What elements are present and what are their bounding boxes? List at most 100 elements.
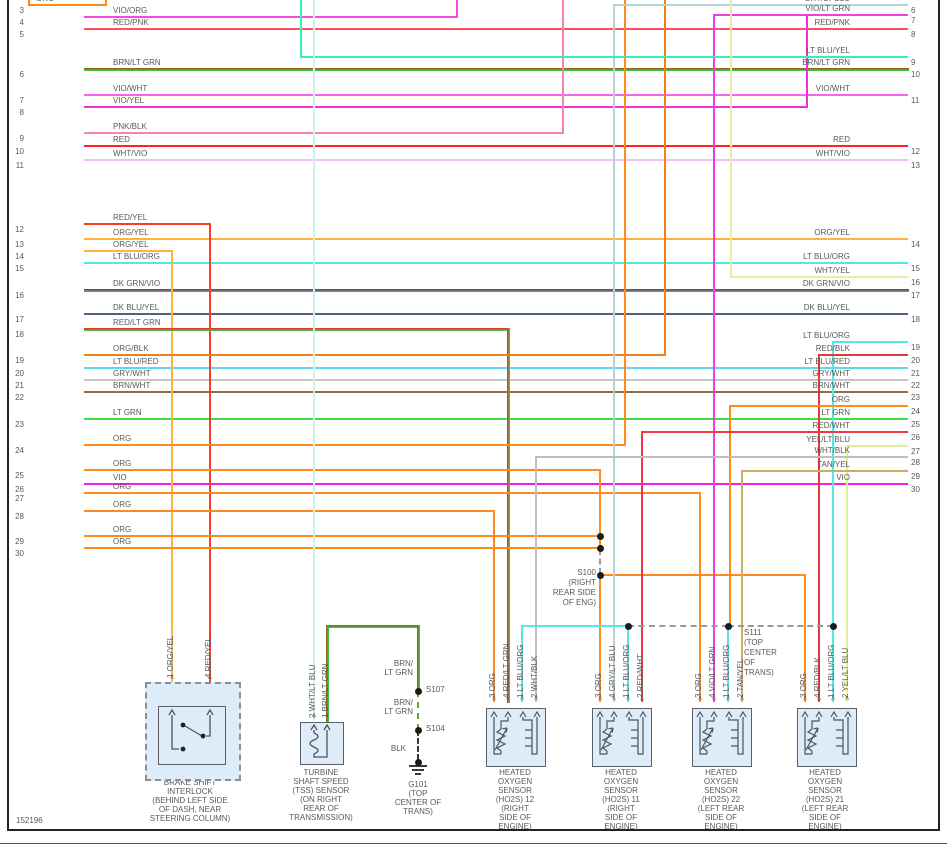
left-wire-label-org: ORG	[36, 0, 54, 3]
wire-dk-blu-yel	[84, 313, 908, 315]
right-pin-number-6: 6	[911, 6, 916, 15]
junction-dot	[596, 544, 604, 552]
wire-pnk-blk	[84, 132, 564, 134]
ho2s-21-pin-1-arrow-icon: ∧	[830, 695, 836, 702]
left-pin-number-19: 19	[15, 356, 24, 365]
right-pin-number-13: 13	[911, 161, 920, 170]
tss-sensor-box	[300, 722, 344, 765]
annotation-s104: S104	[426, 724, 445, 733]
right-wire-label-lt-blu-yel: LT BLU/YEL	[806, 46, 850, 55]
ho2s-21-pin-label-lt-blu-org: 1 LT BLU/ORG	[827, 644, 836, 699]
wire-org	[84, 4, 107, 6]
wire-brn-wht	[84, 391, 908, 393]
right-pin-number-7: 7	[911, 16, 916, 25]
ho2s-21-pin-3-arrow-icon: ∧	[802, 695, 808, 702]
left-pin-number-24: 24	[15, 446, 24, 455]
wire-org	[699, 492, 701, 702]
left-pin-number-21: 21	[15, 381, 24, 390]
ho2s-21-pin-4-arrow-icon: ∧	[816, 695, 822, 702]
right-pin-number-23: 23	[911, 393, 920, 402]
wire-org	[84, 535, 601, 537]
right-wire-label-lt-blu-red: LT BLU/RED	[804, 357, 851, 366]
wire-red-blk	[818, 354, 820, 702]
wire-red	[84, 145, 908, 147]
wire-org	[493, 510, 495, 702]
wire-lt-blu-org	[84, 262, 908, 264]
wire-vio-org	[84, 16, 458, 18]
ho2s-12-pin-label-lt-blu-org: 1 LT BLU/ORG	[516, 644, 525, 699]
right-pin-number-12: 12	[911, 147, 920, 156]
ho2s-22-pin-3-arrow-icon: ∧	[697, 695, 703, 702]
left-wire-label-org: ORG	[113, 537, 132, 546]
left-wire-label-red-lt-grn: RED/LT GRN	[113, 318, 161, 327]
wire-org-yel	[84, 238, 908, 240]
right-wire-label-gry-lt-blu: GRY/LT BLU	[804, 0, 850, 3]
right-wire-label-lt-blu-org: LT BLU/ORG	[803, 252, 850, 261]
left-wire-label-red: RED	[113, 135, 130, 144]
left-wire-label-gry-wht: GRY/WHT	[113, 369, 151, 378]
ho2s-11-pin-label-gry-lt-blu: 4 GRY/LT BLU	[608, 645, 617, 698]
annotation-brn-lt-grn-2: BRN/ LT GRN	[384, 698, 413, 716]
tss-pin-2-arrow-icon: ∧	[311, 712, 317, 719]
wire-brn-lt-grn	[83, 67, 909, 71]
annotation-ho2s-11-caption: HEATED OXYGEN SENSOR (HO2S) 11 (RIGHT SI…	[602, 768, 640, 831]
left-wire-label-org: ORG	[113, 525, 132, 534]
wire-wht-blk	[535, 456, 537, 702]
wire-red-blk	[818, 354, 908, 356]
wire-yel-lt-blu	[846, 445, 848, 702]
left-pin-number-22: 22	[15, 393, 24, 402]
left-pin-number-26: 26	[15, 485, 24, 494]
wire-org-blk	[664, 0, 666, 356]
wire-brn-lt-grn	[416, 624, 420, 693]
right-wire-label-red-wht: RED/WHT	[812, 421, 850, 430]
left-wire-label-lt-grn: LT GRN	[113, 408, 142, 417]
od-switch-pin-label-org-yel: 1 ORG/YEL	[166, 635, 175, 678]
wire-red-lt-grn	[83, 327, 510, 331]
wire-ground	[412, 769, 424, 771]
wire-red-yel	[209, 223, 211, 685]
right-pin-number-18: 18	[911, 315, 920, 324]
wire-red-yel	[84, 223, 211, 225]
right-wire-label-org: ORG	[831, 395, 850, 404]
right-wire-label-vio-lt-grn: VIO/LT GRN	[805, 4, 850, 13]
left-wire-label-vio-wht: VIO/WHT	[113, 84, 148, 93]
wire-org	[84, 469, 601, 471]
junction-dot	[624, 622, 632, 630]
ho2s-21-pin-label-yel-lt-blu: 2 YEL/LT BLU	[841, 647, 850, 698]
ho2s-12-pin-3-arrow-icon: ∧	[491, 695, 497, 702]
ho2s-22-pin-label-vio-lt-grn: 4 VIO/LT GRN	[708, 646, 717, 698]
annotation-g101: G101 (TOP CENTER OF TRANS)	[394, 780, 442, 816]
left-wire-label-org: ORG	[113, 434, 132, 443]
ho2s-21-pin-2-arrow-icon: ∧	[844, 695, 850, 702]
tss-pin-label-wht-lt-blu: 2 WHT/LT BLU	[308, 664, 317, 719]
annotation-ho2s-21-caption: HEATED OXYGEN SENSOR (HO2S) 21 (LEFT REA…	[801, 768, 849, 831]
left-pin-number-30: 30	[15, 549, 24, 558]
left-pin-number-10: 10	[15, 147, 24, 156]
wire-lt-blu-org	[832, 625, 834, 702]
right-wire-label-yel-lt-blu: YEL/LT BLU	[806, 435, 850, 444]
left-pin-number-29: 29	[15, 537, 24, 546]
ho2s-21-pin-label-red-blk: 4 RED/BLK	[813, 657, 822, 698]
page-border-right	[938, 0, 940, 831]
right-wire-label-wht-vio: WHT/VIO	[815, 149, 850, 158]
wire-org	[84, 492, 701, 494]
wire-org	[84, 510, 495, 512]
right-pin-number-25: 25	[911, 420, 920, 429]
wire-red-wht	[641, 431, 643, 702]
wire-lt-blu-org	[628, 625, 728, 627]
ho2s-22-pin-label-tan-yel: 2 TAN/YEL	[736, 658, 745, 698]
ho2s-12-pin-1-arrow-icon: ∧	[519, 695, 525, 702]
annotation-ho2s-12-caption: HEATED OXYGEN SENSOR (HO2S) 12 (RIGHT SI…	[495, 768, 535, 831]
wire-lt-blu-yel	[300, 0, 302, 58]
annotation-blk: BLK	[390, 744, 406, 753]
annotation-s111: S111 (TOP CENTER OF TRANS)	[744, 628, 777, 677]
right-pin-number-16: 16	[911, 278, 920, 287]
left-pin-number-18: 18	[15, 330, 24, 339]
right-wire-label-red: RED	[833, 135, 850, 144]
ho2s-21-box	[797, 708, 857, 767]
left-wire-label-dk-blu-yel: DK BLU/YEL	[113, 303, 160, 312]
left-pin-number-17: 17	[15, 315, 24, 324]
left-pin-number-28: 28	[15, 512, 24, 521]
ho2s-12-pin-4-arrow-icon: ∧	[505, 695, 511, 702]
left-pin-number-5: 5	[19, 30, 24, 39]
